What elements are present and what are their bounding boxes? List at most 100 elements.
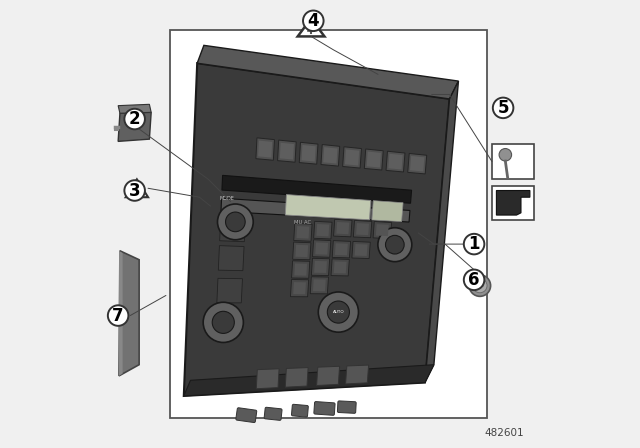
FancyBboxPatch shape [291, 404, 308, 417]
Polygon shape [316, 242, 328, 254]
Polygon shape [408, 154, 427, 174]
Polygon shape [321, 145, 340, 166]
Polygon shape [118, 112, 151, 142]
Polygon shape [301, 145, 316, 162]
Polygon shape [280, 143, 294, 159]
Polygon shape [293, 282, 306, 294]
Polygon shape [292, 261, 310, 278]
Polygon shape [296, 245, 308, 257]
Polygon shape [345, 149, 359, 165]
FancyBboxPatch shape [236, 408, 257, 422]
Text: 7: 7 [112, 306, 124, 324]
Circle shape [124, 109, 145, 129]
Circle shape [212, 311, 234, 333]
Polygon shape [425, 81, 458, 383]
Circle shape [108, 305, 129, 326]
Circle shape [385, 235, 404, 254]
Circle shape [203, 302, 243, 342]
Text: MU AC: MU AC [294, 220, 312, 224]
Polygon shape [314, 221, 332, 239]
Circle shape [303, 10, 324, 31]
FancyBboxPatch shape [314, 401, 335, 415]
Polygon shape [317, 366, 340, 386]
Polygon shape [333, 262, 347, 273]
Polygon shape [367, 151, 381, 168]
Polygon shape [316, 224, 329, 237]
Polygon shape [285, 194, 371, 220]
Polygon shape [312, 240, 331, 257]
Bar [492, 144, 534, 179]
Polygon shape [314, 261, 327, 273]
Circle shape [473, 279, 487, 293]
Polygon shape [184, 63, 449, 396]
Polygon shape [386, 151, 405, 172]
Polygon shape [118, 104, 151, 113]
Polygon shape [352, 241, 371, 258]
Text: 6: 6 [468, 271, 480, 289]
Text: 1: 1 [468, 235, 480, 253]
Polygon shape [373, 222, 392, 239]
Polygon shape [312, 258, 330, 276]
Text: MODE: MODE [220, 195, 235, 201]
Polygon shape [410, 156, 424, 172]
Text: 4: 4 [307, 12, 319, 30]
Polygon shape [335, 243, 348, 255]
Circle shape [378, 228, 412, 262]
Polygon shape [278, 140, 296, 162]
Polygon shape [222, 175, 412, 203]
Polygon shape [331, 259, 349, 276]
Polygon shape [372, 201, 403, 222]
Circle shape [493, 98, 513, 118]
Polygon shape [296, 226, 309, 239]
Bar [492, 186, 534, 220]
Circle shape [225, 212, 245, 232]
Circle shape [124, 180, 145, 201]
Polygon shape [221, 198, 410, 222]
Text: 3: 3 [129, 181, 140, 199]
Polygon shape [298, 18, 324, 36]
Polygon shape [217, 278, 243, 303]
Circle shape [464, 234, 484, 254]
Circle shape [327, 301, 349, 323]
Polygon shape [310, 277, 328, 294]
Polygon shape [497, 190, 530, 215]
FancyBboxPatch shape [337, 401, 356, 414]
Circle shape [464, 270, 484, 290]
Polygon shape [342, 147, 362, 168]
Polygon shape [291, 280, 308, 297]
Bar [170, 30, 488, 418]
Polygon shape [323, 147, 337, 164]
Polygon shape [197, 45, 458, 99]
Polygon shape [218, 246, 244, 271]
Polygon shape [220, 216, 246, 242]
Polygon shape [292, 242, 311, 260]
Polygon shape [285, 367, 308, 387]
Polygon shape [337, 222, 349, 234]
Text: 482601: 482601 [484, 428, 524, 439]
Polygon shape [388, 154, 403, 169]
Polygon shape [346, 365, 369, 384]
Polygon shape [256, 138, 275, 160]
Polygon shape [294, 224, 312, 241]
Text: AUTO: AUTO [333, 310, 344, 314]
Polygon shape [256, 369, 279, 389]
Polygon shape [184, 365, 434, 396]
Circle shape [499, 149, 511, 161]
Polygon shape [333, 220, 352, 237]
Polygon shape [332, 241, 351, 258]
Circle shape [218, 204, 253, 240]
Polygon shape [355, 244, 367, 256]
Polygon shape [300, 142, 318, 164]
Polygon shape [119, 251, 139, 376]
Circle shape [318, 292, 358, 332]
Polygon shape [353, 220, 372, 238]
Polygon shape [364, 149, 383, 170]
Text: AUTO: AUTO [475, 284, 484, 288]
Polygon shape [119, 251, 123, 376]
FancyBboxPatch shape [264, 407, 282, 420]
Text: 2: 2 [129, 110, 140, 128]
Polygon shape [356, 223, 369, 235]
Text: 5: 5 [497, 99, 509, 117]
Polygon shape [294, 263, 307, 276]
Polygon shape [258, 141, 272, 158]
